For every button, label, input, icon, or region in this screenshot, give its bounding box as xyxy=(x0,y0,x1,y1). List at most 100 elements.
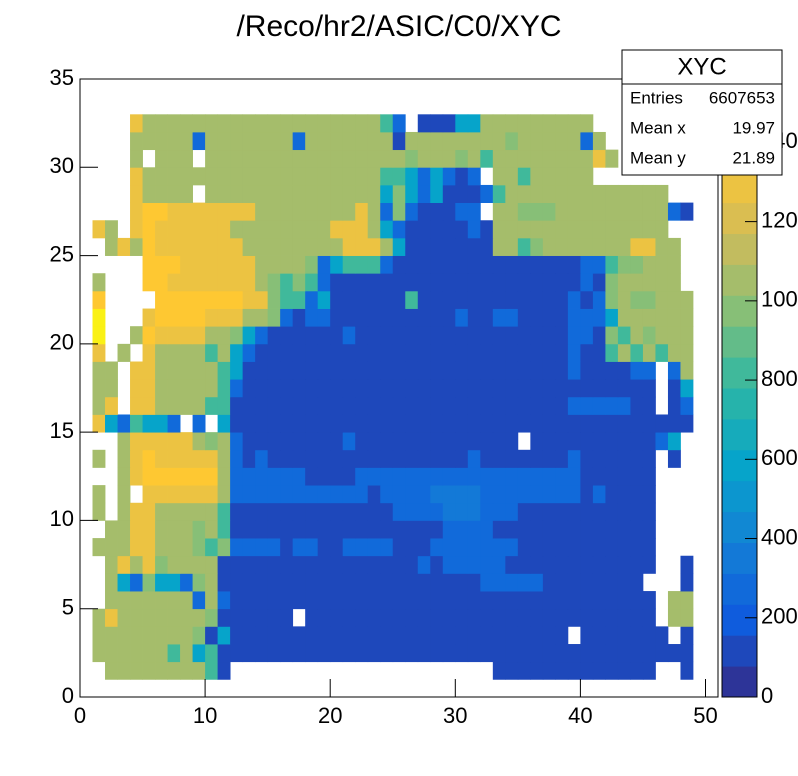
cell xyxy=(467,202,481,221)
cell xyxy=(605,555,619,574)
cell xyxy=(567,326,581,345)
cell xyxy=(605,608,619,627)
cell xyxy=(467,573,481,592)
cell xyxy=(242,255,256,274)
cell xyxy=(405,149,419,168)
cell xyxy=(155,555,168,574)
cell xyxy=(592,290,606,309)
cell xyxy=(267,114,281,133)
cell xyxy=(680,608,694,627)
stats-value: 21.89 xyxy=(732,148,775,167)
cell xyxy=(155,432,168,451)
cell xyxy=(280,644,294,663)
cell xyxy=(530,626,544,645)
cell xyxy=(180,555,193,574)
cell xyxy=(167,379,181,398)
cell xyxy=(280,538,294,557)
cell xyxy=(317,131,331,151)
cell xyxy=(405,608,419,627)
cell xyxy=(342,326,356,345)
cell xyxy=(642,379,656,398)
cell xyxy=(555,396,569,415)
cell xyxy=(455,626,469,645)
cell xyxy=(180,379,193,398)
cell xyxy=(355,184,369,203)
cell xyxy=(392,131,406,151)
cell xyxy=(542,237,556,256)
cell xyxy=(405,131,419,151)
cell xyxy=(292,167,306,186)
cell xyxy=(430,326,444,345)
cell xyxy=(642,414,656,433)
cell xyxy=(117,608,131,627)
cell xyxy=(480,485,494,504)
cell xyxy=(480,502,494,521)
cell xyxy=(267,520,281,539)
cell xyxy=(342,573,356,592)
cell xyxy=(217,237,231,256)
cell xyxy=(355,114,369,133)
cell xyxy=(592,485,606,504)
cell xyxy=(430,467,444,486)
cell xyxy=(305,379,319,398)
cell xyxy=(442,396,456,415)
cell xyxy=(517,343,531,362)
cell xyxy=(430,308,444,327)
cell xyxy=(455,343,469,362)
cell xyxy=(455,432,469,451)
cell xyxy=(467,167,481,186)
cell xyxy=(505,608,519,627)
cell xyxy=(155,202,168,221)
cell xyxy=(192,661,206,680)
cell xyxy=(155,538,168,557)
cell xyxy=(267,343,281,362)
cell xyxy=(392,326,406,345)
cell xyxy=(105,661,118,680)
cell xyxy=(255,308,269,327)
cell xyxy=(505,502,519,521)
cell xyxy=(617,184,631,203)
cell xyxy=(380,538,394,557)
cell xyxy=(642,502,656,521)
cell xyxy=(317,538,331,557)
cell xyxy=(680,414,694,433)
cell xyxy=(255,626,269,645)
cell xyxy=(380,414,394,433)
cell xyxy=(217,538,231,557)
cell xyxy=(230,396,244,415)
cell xyxy=(155,308,168,327)
cell xyxy=(267,555,281,574)
cell xyxy=(592,608,606,627)
cell xyxy=(605,220,619,239)
cell xyxy=(567,555,581,574)
cell xyxy=(542,591,556,610)
cell xyxy=(267,502,281,521)
cell xyxy=(680,396,694,415)
color-band xyxy=(722,233,757,265)
color-band xyxy=(722,264,757,296)
cell xyxy=(530,591,544,610)
cell xyxy=(480,290,494,309)
cell xyxy=(192,644,206,663)
cell xyxy=(667,326,681,345)
cell xyxy=(580,485,594,504)
cell xyxy=(505,131,519,151)
cell xyxy=(492,467,506,486)
cell xyxy=(492,273,506,292)
cell xyxy=(192,237,206,256)
color-bar: 0200400600800100012001400 xyxy=(721,78,798,708)
cell xyxy=(517,308,531,327)
cell xyxy=(380,326,394,345)
cell xyxy=(592,308,606,327)
cell xyxy=(380,591,394,610)
cell xyxy=(167,591,181,610)
cell xyxy=(342,202,356,221)
cell xyxy=(242,591,256,610)
cell xyxy=(117,237,131,256)
cell xyxy=(305,502,319,521)
cell xyxy=(205,308,219,327)
cell xyxy=(192,608,206,627)
cell xyxy=(317,432,331,451)
cell xyxy=(167,608,181,627)
cell xyxy=(142,538,156,557)
